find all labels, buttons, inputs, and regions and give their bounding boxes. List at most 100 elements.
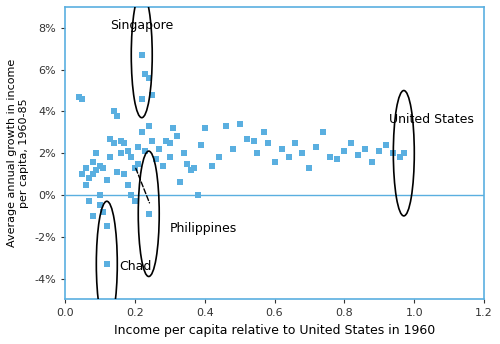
Point [400, 150, 408, 156]
Point [320, 130, 328, 135]
Point [148, 138, 156, 143]
Point [82, 165, 90, 171]
Point [180, 150, 188, 156]
Point [75, 94, 83, 99]
Point [197, 142, 205, 148]
Point [354, 152, 362, 158]
Point [253, 150, 261, 156]
Point [155, 146, 163, 152]
Point [89, 213, 97, 219]
Text: Philippines: Philippines [170, 222, 237, 235]
Point [236, 121, 244, 127]
Point [110, 109, 118, 114]
Point [96, 163, 104, 169]
X-axis label: Income per capita relative to United States in 1960: Income per capita relative to United Sta… [114, 324, 435, 337]
Point [148, 92, 156, 97]
Point [312, 144, 320, 150]
Point [228, 146, 236, 152]
Point [89, 171, 97, 177]
Y-axis label: Average annual growth in income
per capita, 1960-85: Average annual growth in income per capi… [7, 59, 28, 247]
Point [190, 165, 198, 171]
Point [103, 261, 111, 267]
Point [96, 192, 104, 198]
Point [208, 163, 216, 169]
Point [144, 123, 152, 129]
Point [292, 140, 300, 146]
Point [172, 134, 180, 139]
Point [124, 182, 132, 187]
Point [250, 138, 258, 143]
Point [368, 159, 376, 164]
Point [128, 155, 136, 160]
Point [166, 140, 173, 146]
Point [96, 203, 104, 208]
Point [103, 224, 111, 229]
Point [131, 198, 139, 204]
Point [200, 125, 208, 131]
Point [100, 209, 108, 214]
Point [134, 144, 142, 150]
Point [117, 138, 125, 143]
Point [270, 159, 278, 164]
Point [362, 146, 370, 152]
Point [264, 140, 272, 146]
Point [348, 140, 356, 146]
Point [169, 125, 177, 131]
Point [306, 165, 314, 171]
Point [340, 148, 348, 154]
Point [194, 192, 202, 198]
Text: United States: United States [390, 113, 474, 126]
Text: Singapore: Singapore [110, 19, 174, 32]
Point [138, 52, 145, 58]
Point [376, 148, 384, 154]
Point [186, 167, 194, 173]
Point [92, 167, 100, 173]
Point [382, 142, 390, 148]
Point [110, 140, 118, 146]
Point [144, 75, 152, 81]
Point [120, 171, 128, 177]
Point [141, 148, 149, 154]
Point [260, 130, 268, 135]
Point [82, 182, 90, 187]
Point [326, 155, 334, 160]
Point [183, 161, 191, 166]
Point [114, 169, 122, 175]
Point [78, 171, 86, 177]
Point [298, 150, 306, 156]
Point [144, 211, 152, 217]
Point [242, 136, 250, 141]
Point [222, 123, 230, 129]
Point [278, 146, 285, 152]
Point [117, 150, 125, 156]
Point [284, 155, 292, 160]
Point [138, 130, 145, 135]
Point [106, 155, 114, 160]
Point [334, 157, 342, 162]
Point [214, 155, 222, 160]
Text: Chad: Chad [119, 259, 152, 272]
Point [114, 113, 122, 118]
Point [78, 96, 86, 101]
Point [86, 175, 94, 181]
Point [131, 165, 139, 171]
Point [152, 157, 160, 162]
Point [92, 150, 100, 156]
Point [89, 159, 97, 164]
Point [100, 165, 108, 171]
Point [162, 138, 170, 143]
Point [106, 136, 114, 141]
Point [158, 163, 166, 169]
Point [86, 198, 94, 204]
Point [120, 140, 128, 146]
Point [134, 161, 142, 166]
Point [103, 178, 111, 183]
Point [396, 155, 404, 160]
Point [176, 180, 184, 185]
Point [138, 96, 145, 101]
Point [141, 71, 149, 77]
Point [390, 150, 398, 156]
Point [166, 155, 173, 160]
Point [124, 148, 132, 154]
Point [128, 192, 136, 198]
